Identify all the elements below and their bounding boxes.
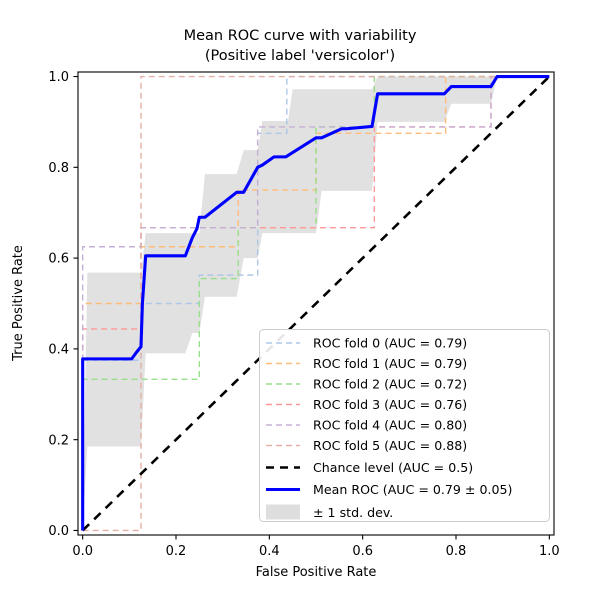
legend-label-1: ROC fold 1 (AUC = 0.79) bbox=[313, 356, 467, 371]
x-axis-label: False Positive Rate bbox=[256, 565, 377, 580]
y-tick-label-1: 0.2 bbox=[48, 433, 69, 448]
legend-label-7: Mean ROC (AUC = 0.79 ± 0.05) bbox=[313, 482, 512, 497]
legend-item-3[interactable]: ROC fold 3 (AUC = 0.76) bbox=[266, 397, 467, 412]
chance-level-group bbox=[81, 75, 551, 532]
y-tick-label-0: 0.0 bbox=[48, 524, 69, 539]
legend-item-8[interactable]: ± 1 std. dev. bbox=[266, 504, 393, 521]
chart-title: Mean ROC curve with variability bbox=[184, 28, 417, 44]
x-tick-label-1: 0.2 bbox=[166, 544, 187, 559]
legend-box bbox=[259, 329, 550, 522]
legend-label-3: ROC fold 3 (AUC = 0.76) bbox=[313, 397, 467, 412]
chance-level-line bbox=[81, 75, 551, 532]
roc-fold-curve-0 bbox=[81, 75, 550, 531]
mean-roc-group bbox=[81, 74, 550, 531]
y-tick-label-2: 0.4 bbox=[48, 342, 69, 357]
legend-label-0: ROC fold 0 (AUC = 0.79) bbox=[313, 336, 467, 351]
y-tick-label-3: 0.6 bbox=[48, 252, 69, 267]
y-tick-label-5: 1.0 bbox=[48, 70, 69, 85]
x-axis-ticks: 0.0 0.2 0.4 0.6 0.8 1.0 bbox=[72, 535, 560, 559]
mean-roc-line bbox=[81, 74, 550, 531]
legend-item-0[interactable]: ROC fold 0 (AUC = 0.79) bbox=[266, 336, 467, 351]
legend-label-2: ROC fold 2 (AUC = 0.72) bbox=[313, 377, 467, 392]
x-tick-label-3: 0.6 bbox=[352, 544, 373, 559]
x-tick-label-2: 0.4 bbox=[259, 544, 280, 559]
chart-legend[interactable]: ROC fold 0 (AUC = 0.79) ROC fold 1 (AUC =… bbox=[259, 329, 550, 522]
legend-label-8: ± 1 std. dev. bbox=[313, 505, 393, 520]
legend-item-2[interactable]: ROC fold 2 (AUC = 0.72) bbox=[266, 377, 467, 392]
legend-item-7[interactable]: Mean ROC (AUC = 0.79 ± 0.05) bbox=[266, 482, 512, 497]
y-axis-label: True Positive Rate bbox=[11, 245, 26, 362]
chart-subtitle: (Positive label 'versicolor') bbox=[205, 48, 395, 64]
y-axis-ticks: 0.0 0.2 0.4 0.6 0.8 1.0 bbox=[48, 70, 78, 539]
roc-fold-curve-1 bbox=[81, 75, 550, 531]
legend-label-6: Chance level (AUC = 0.5) bbox=[313, 460, 473, 475]
legend-item-6[interactable]: Chance level (AUC = 0.5) bbox=[266, 460, 473, 475]
roc-fold-curve-4 bbox=[81, 75, 550, 531]
legend-item-4[interactable]: ROC fold 4 (AUC = 0.80) bbox=[266, 418, 467, 433]
legend-label-4: ROC fold 4 (AUC = 0.80) bbox=[313, 418, 467, 433]
x-tick-label-0: 0.0 bbox=[72, 544, 93, 559]
y-tick-label-4: 0.8 bbox=[48, 161, 69, 176]
legend-swatch-std-dev bbox=[266, 504, 300, 520]
x-tick-label-4: 0.8 bbox=[446, 544, 467, 559]
legend-label-5: ROC fold 5 (AUC = 0.88) bbox=[313, 438, 467, 453]
legend-item-1[interactable]: ROC fold 1 (AUC = 0.79) bbox=[266, 356, 467, 371]
legend-item-5[interactable]: ROC fold 5 (AUC = 0.88) bbox=[266, 438, 467, 453]
plot-frame bbox=[77, 71, 555, 536]
x-tick-label-5: 1.0 bbox=[539, 544, 560, 559]
